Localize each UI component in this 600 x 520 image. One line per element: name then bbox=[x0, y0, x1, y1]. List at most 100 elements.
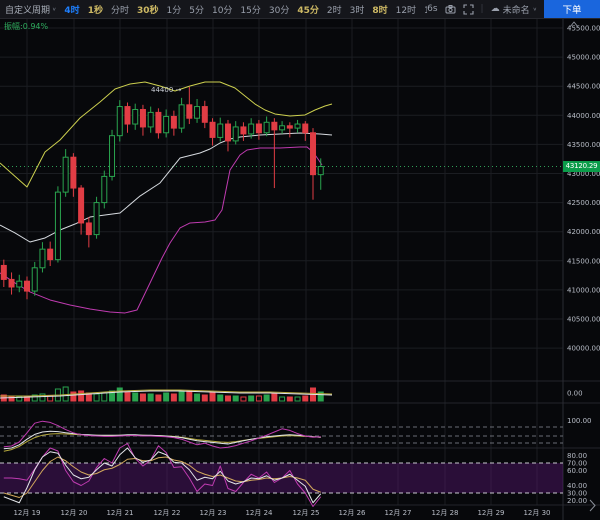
candle-body bbox=[317, 165, 324, 176]
volume-bar bbox=[163, 392, 170, 402]
panel3-axis-label: 20.00 bbox=[567, 497, 587, 505]
candle-body bbox=[116, 106, 123, 137]
period-item-1[interactable]: 1秒 bbox=[87, 5, 103, 16]
candle-body bbox=[170, 115, 177, 129]
period-item-8[interactable]: 30分 bbox=[268, 5, 290, 16]
price-axis-label: 40500.00 bbox=[567, 316, 600, 324]
price-axis-label: 41500.00 bbox=[567, 257, 600, 265]
volume-bar bbox=[139, 393, 146, 402]
bollinger-middle-line bbox=[0, 132, 333, 243]
volume-bar bbox=[217, 394, 224, 402]
panel3-axis-label: 80.00 bbox=[567, 452, 587, 460]
custom-period-menu[interactable]: 自定义周期 ∨ bbox=[5, 3, 56, 16]
account-menu[interactable]: ☁ 未命名 ∨ bbox=[491, 3, 537, 16]
volume-bar bbox=[224, 395, 231, 402]
volume-bar bbox=[31, 394, 38, 402]
period-item-2[interactable]: 分时 bbox=[110, 5, 129, 16]
period-item-3[interactable]: 30秒 bbox=[136, 5, 159, 16]
candle-body bbox=[16, 280, 23, 288]
volume-bar bbox=[124, 391, 131, 402]
volume-bar bbox=[93, 393, 100, 402]
x-axis-label: 12月 29 bbox=[477, 509, 504, 517]
period-item-7[interactable]: 15分 bbox=[240, 5, 261, 16]
toolbar-divider: | bbox=[480, 4, 484, 14]
volume-bar bbox=[209, 392, 216, 402]
collapse-up-icon[interactable] bbox=[569, 21, 579, 28]
volume-ma-white bbox=[0, 390, 333, 399]
camera-icon[interactable] bbox=[445, 4, 456, 15]
kdj-d-line bbox=[3, 456, 321, 498]
panel3-axis-label: 60.00 bbox=[567, 467, 587, 475]
candle-body bbox=[186, 104, 193, 119]
x-axis-label: 12月 24 bbox=[245, 509, 273, 517]
candle-body bbox=[70, 156, 77, 189]
panel2-axis-label: 100.00 bbox=[567, 417, 592, 425]
price-axis-label: 44000.00 bbox=[567, 112, 600, 120]
volume-bar bbox=[78, 390, 85, 402]
collapse-right-icon[interactable] bbox=[589, 499, 596, 512]
candle-body bbox=[132, 108, 139, 125]
account-label: 未命名 bbox=[502, 5, 530, 16]
candle-body bbox=[78, 187, 85, 224]
panel2-magenta-line bbox=[3, 420, 321, 449]
candle-body bbox=[163, 115, 170, 134]
period-item-5[interactable]: 5分 bbox=[189, 5, 204, 16]
custom-period-label: 自定义周期 bbox=[5, 5, 51, 16]
bollinger-upper-line bbox=[0, 81, 333, 188]
bollinger-lower-line bbox=[0, 146, 323, 314]
volume-bar bbox=[263, 394, 270, 402]
price-axis-label: 44500.00 bbox=[567, 83, 600, 91]
fullscreen-icon[interactable] bbox=[462, 3, 474, 15]
period-item-11[interactable]: 3时 bbox=[349, 5, 365, 16]
price-axis-label: 40000.00 bbox=[567, 345, 600, 353]
volume-bar bbox=[170, 393, 177, 402]
candle-body bbox=[194, 106, 201, 119]
volume-bar bbox=[232, 395, 239, 402]
period-item-0[interactable]: 4时 bbox=[64, 5, 80, 16]
period-item-6[interactable]: 10分 bbox=[211, 5, 233, 16]
x-axis-label: 12月 25 bbox=[292, 509, 319, 517]
period-item-4[interactable]: 1分 bbox=[166, 5, 182, 16]
candle-body bbox=[139, 108, 146, 128]
candle-body bbox=[147, 111, 154, 128]
volume-bar bbox=[271, 393, 278, 402]
candle-body bbox=[39, 248, 46, 269]
candle-body bbox=[248, 123, 255, 135]
place-order-button[interactable]: 下单 bbox=[544, 0, 600, 18]
volume-bar bbox=[109, 390, 116, 402]
volume-bar bbox=[186, 390, 193, 402]
volume-bar bbox=[178, 391, 185, 402]
candle-body bbox=[178, 104, 185, 129]
period-item-12[interactable]: 8时 bbox=[372, 5, 388, 16]
panel3-axis-label: 70.00 bbox=[567, 460, 587, 468]
candle-body bbox=[54, 191, 61, 261]
amplitude-value: 0.94% bbox=[22, 22, 49, 31]
period-item-13[interactable]: 12时 bbox=[395, 5, 417, 16]
volume-bar bbox=[39, 393, 46, 402]
kdj-j-line bbox=[3, 443, 322, 507]
volume-bar bbox=[279, 396, 286, 402]
period-item-10[interactable]: 2时 bbox=[326, 5, 342, 16]
candle-body bbox=[217, 123, 224, 138]
candle-body bbox=[24, 280, 30, 292]
candle-body bbox=[31, 267, 38, 292]
candle-body bbox=[302, 123, 309, 134]
volume-bar bbox=[116, 387, 123, 402]
candle-body bbox=[310, 132, 317, 176]
volume-bar bbox=[147, 393, 154, 402]
candle-body bbox=[47, 248, 54, 261]
x-axis-label: 12月 27 bbox=[384, 509, 411, 517]
candle-countdown: 6s bbox=[427, 4, 438, 14]
volume-bar bbox=[62, 386, 69, 402]
volume-bar bbox=[101, 392, 108, 402]
volume-bar bbox=[255, 395, 262, 402]
price-axis-label: 45000.00 bbox=[567, 54, 600, 62]
period-item-14[interactable]: 1日 bbox=[424, 5, 428, 16]
volume-bar bbox=[240, 396, 247, 402]
volume-bar bbox=[302, 395, 309, 402]
candle-body bbox=[201, 106, 208, 123]
x-axis-label: 12月 19 bbox=[13, 509, 40, 517]
period-item-9[interactable]: 45分 bbox=[297, 5, 319, 16]
candle-body bbox=[286, 125, 293, 129]
